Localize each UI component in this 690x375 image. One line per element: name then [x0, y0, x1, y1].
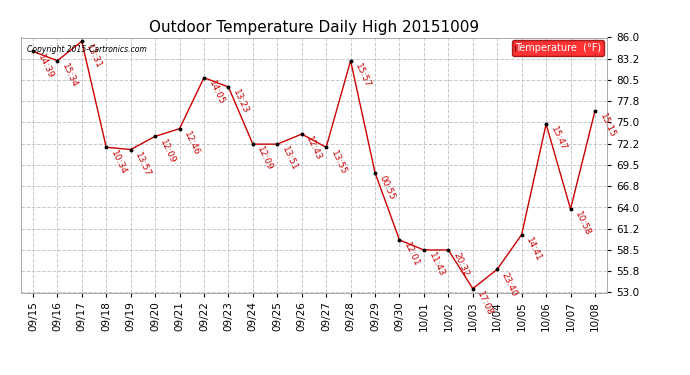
- Text: 12:09: 12:09: [158, 138, 177, 165]
- Text: 11:43: 11:43: [426, 251, 446, 279]
- Text: 14:41: 14:41: [524, 236, 544, 263]
- Point: [467, 286, 478, 292]
- Point: [272, 141, 283, 147]
- Text: 12:09: 12:09: [255, 146, 275, 172]
- Point: [321, 144, 332, 150]
- Title: Outdoor Temperature Daily High 20151009: Outdoor Temperature Daily High 20151009: [149, 20, 479, 35]
- Point: [589, 108, 600, 114]
- Point: [418, 247, 429, 253]
- Point: [28, 48, 39, 54]
- Text: 12:46: 12:46: [182, 130, 201, 157]
- Point: [77, 38, 88, 44]
- Point: [492, 266, 503, 272]
- Text: 13:57: 13:57: [133, 151, 152, 178]
- Point: [565, 206, 576, 212]
- Legend: Temperature  (°F): Temperature (°F): [512, 40, 604, 56]
- Text: 13:51: 13:51: [280, 146, 299, 173]
- Text: 12:43: 12:43: [304, 135, 324, 162]
- Text: 13:55: 13:55: [329, 148, 348, 176]
- Point: [370, 170, 381, 176]
- Text: 15:15: 15:15: [598, 112, 617, 140]
- Text: 13:31: 13:31: [85, 43, 104, 70]
- Point: [199, 75, 210, 81]
- Point: [223, 84, 234, 90]
- Text: 10:58: 10:58: [573, 210, 593, 238]
- Text: 15:47: 15:47: [549, 125, 568, 153]
- Text: 00:55: 00:55: [378, 174, 397, 201]
- Text: 17:08: 17:08: [475, 290, 495, 317]
- Point: [394, 237, 405, 243]
- Point: [174, 126, 185, 132]
- Point: [443, 247, 454, 253]
- Point: [150, 134, 161, 140]
- Text: 23:40: 23:40: [500, 271, 519, 298]
- Text: 15:57: 15:57: [353, 62, 373, 89]
- Text: Copyright 2015-Cartronics.com: Copyright 2015-Cartronics.com: [26, 45, 146, 54]
- Text: 13:23: 13:23: [231, 88, 250, 116]
- Text: 14:05: 14:05: [207, 79, 226, 106]
- Text: 10:34: 10:34: [109, 148, 128, 176]
- Text: 12:01: 12:01: [402, 242, 422, 268]
- Point: [125, 147, 136, 153]
- Text: 15:34: 15:34: [60, 62, 79, 89]
- Text: 14:39: 14:39: [36, 53, 55, 80]
- Point: [516, 231, 527, 237]
- Point: [52, 58, 63, 64]
- Text: 20:32: 20:32: [451, 251, 470, 278]
- Point: [345, 58, 356, 64]
- Point: [247, 141, 258, 147]
- Point: [540, 121, 551, 127]
- Point: [101, 144, 112, 150]
- Point: [296, 131, 307, 137]
